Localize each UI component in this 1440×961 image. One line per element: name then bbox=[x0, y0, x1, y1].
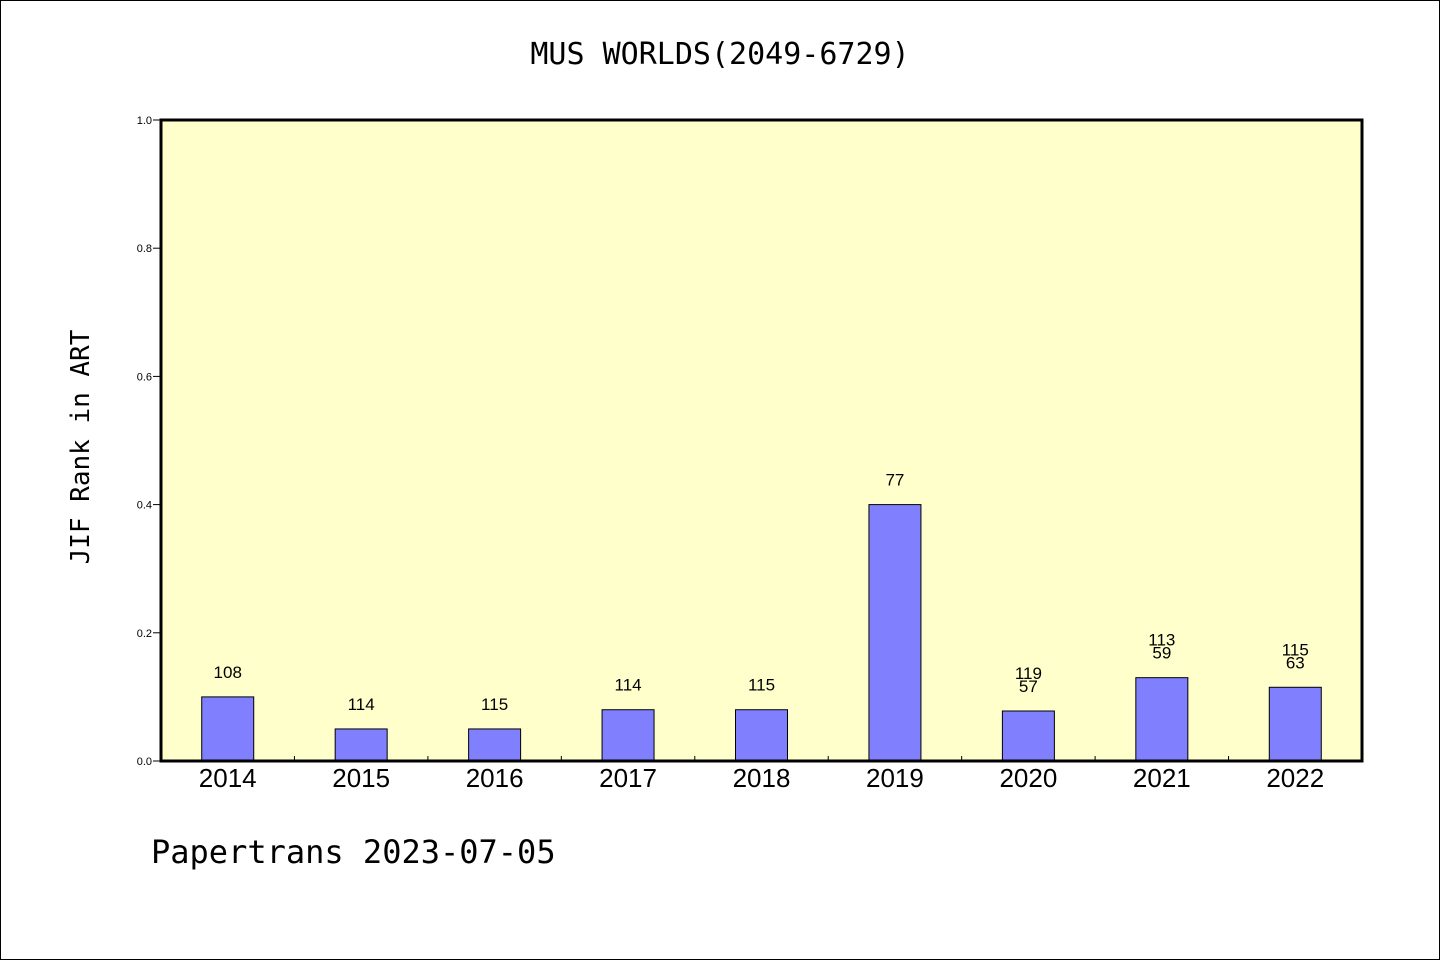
x-tick-label: 2017 bbox=[599, 763, 657, 793]
y-tick-label: 0.0 bbox=[137, 756, 152, 768]
bar bbox=[334, 728, 388, 762]
bar-data-label: 114 bbox=[615, 676, 642, 695]
bar bbox=[1001, 710, 1055, 762]
bar-data-label: 57 bbox=[1019, 677, 1038, 696]
bar-data-label: 115 bbox=[481, 695, 508, 714]
x-tick-label: 2020 bbox=[999, 763, 1057, 793]
bar bbox=[201, 696, 255, 762]
y-tick-label: 0.2 bbox=[137, 628, 152, 640]
plot-area bbox=[161, 120, 1362, 761]
bar-data-label: 119 bbox=[1015, 664, 1042, 683]
x-tick-label: 2019 bbox=[866, 763, 924, 793]
x-tick-label: 2016 bbox=[466, 763, 524, 793]
bar-data-label: 59 bbox=[1152, 644, 1171, 663]
bar-data-label: 113 bbox=[1148, 631, 1175, 650]
bar bbox=[868, 504, 922, 762]
bar-data-label: 63 bbox=[1286, 653, 1305, 672]
y-tick-label: 0.4 bbox=[137, 500, 152, 512]
footer-caption: Papertrans 2023-07-05 bbox=[151, 833, 556, 871]
bar bbox=[735, 709, 788, 762]
bar bbox=[468, 728, 522, 762]
x-tick-label: 2015 bbox=[332, 763, 390, 793]
bar bbox=[601, 709, 655, 762]
bar bbox=[1268, 686, 1322, 762]
bar-data-label: 114 bbox=[348, 695, 375, 714]
plot-frame bbox=[159, 118, 1364, 763]
y-tick-label: 0.6 bbox=[137, 371, 152, 383]
chart-title: MUS WORLDS(2049-6729) bbox=[530, 37, 910, 72]
x-tick-label: 2014 bbox=[199, 763, 257, 793]
x-tick-label: 2018 bbox=[733, 763, 791, 793]
bar-data-label: 115 bbox=[1282, 640, 1309, 659]
y-tick-label: 0.8 bbox=[137, 243, 152, 255]
bar-data-label: 115 bbox=[748, 676, 775, 695]
bar bbox=[1135, 677, 1189, 762]
x-tick-label: 2022 bbox=[1266, 763, 1324, 793]
bar-data-label: 108 bbox=[214, 663, 242, 682]
bar-data-label: 77 bbox=[885, 471, 904, 490]
x-tick-label: 2021 bbox=[1133, 763, 1191, 793]
y-tick-label: 1.0 bbox=[137, 115, 152, 127]
